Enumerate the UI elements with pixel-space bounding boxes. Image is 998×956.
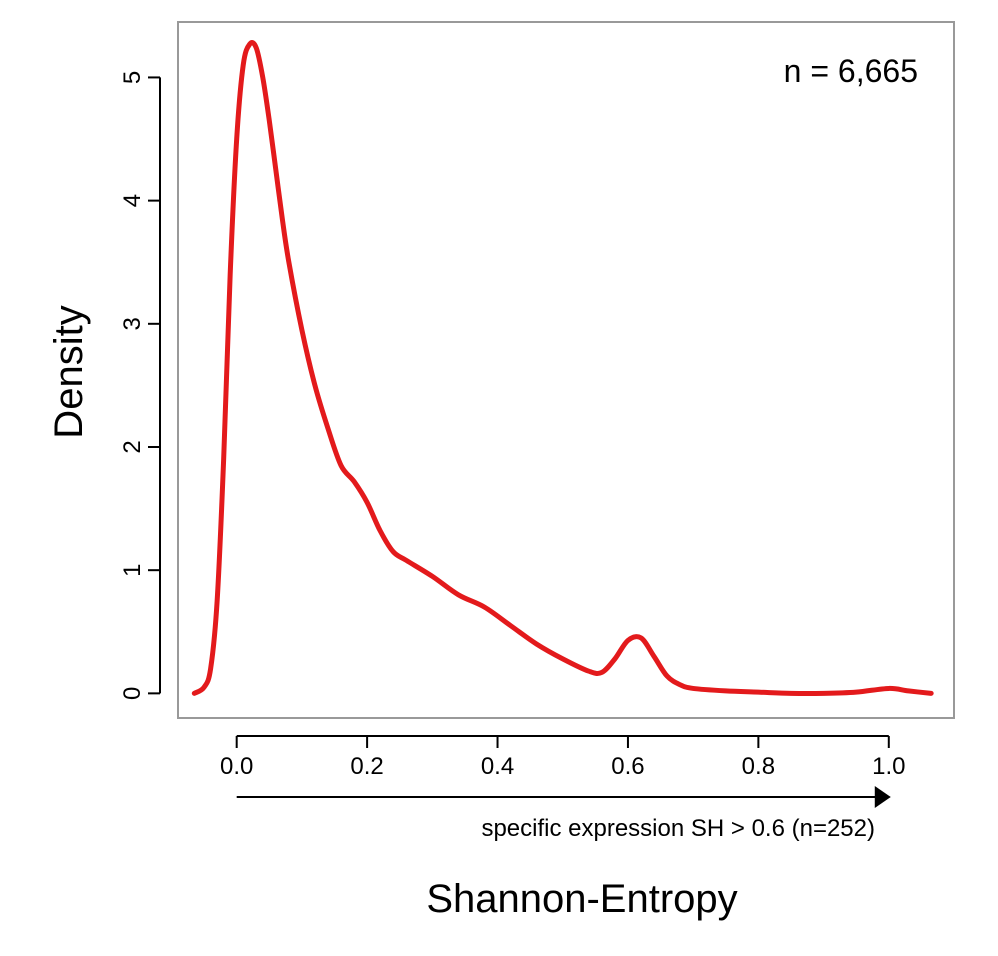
plot-frame: [177, 21, 955, 719]
range-label: specific expression SH > 0.6 (n=252): [481, 815, 875, 842]
y-axis-title: Density: [47, 305, 91, 438]
range-arrow-head: [874, 786, 891, 808]
density-curve: [191, 40, 934, 697]
x-tick-label: 0.0: [220, 753, 253, 780]
y-axis-ticks: 0 1 2 3 4 5: [119, 71, 160, 700]
sample-size-label: n = 6,665: [784, 53, 918, 89]
y-tick-label: 4: [119, 194, 146, 207]
y-tick-label: 1: [119, 563, 146, 576]
x-tick-label: 0.2: [350, 753, 383, 780]
x-axis-title: Shannon-Entropy: [426, 877, 737, 921]
y-tick-label: 2: [119, 440, 146, 453]
x-tick-label: 0.6: [611, 753, 644, 780]
y-tick-label: 3: [119, 317, 146, 330]
y-tick-label: 5: [119, 71, 146, 84]
y-tick-label: 0: [119, 687, 146, 700]
x-axis-ticks: 0.0 0.2 0.4 0.6 0.8 1.0: [220, 736, 905, 780]
x-tick-label: 0.8: [742, 753, 775, 780]
x-tick-label: 1.0: [872, 753, 905, 780]
x-tick-label: 0.4: [481, 753, 514, 780]
